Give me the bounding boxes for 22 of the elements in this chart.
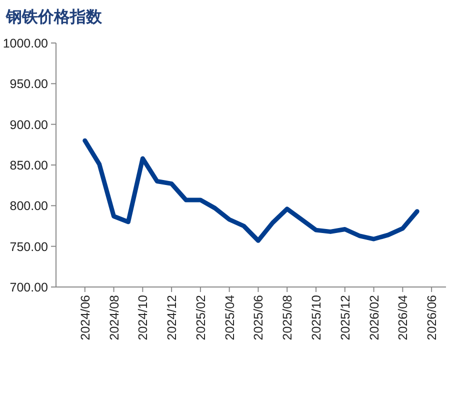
- y-tick-label: 1000.00: [2, 36, 48, 50]
- x-tick-label: 2024/10: [136, 294, 150, 340]
- x-tick-label: 2025/10: [310, 294, 324, 340]
- x-tick-label: 2026/06: [425, 294, 440, 340]
- y-tick-label: 900.00: [10, 118, 48, 132]
- chart-title: 钢铁价格指数: [5, 7, 103, 26]
- y-tick-label: 950.00: [10, 77, 48, 92]
- x-tick-label: 2025/12: [338, 294, 352, 340]
- x-tick-label: 2024/08: [107, 294, 122, 340]
- x-tick-label: 2026/02: [367, 294, 382, 340]
- x-tick-label: 2025/08: [280, 294, 295, 340]
- line-series: [82, 138, 420, 243]
- y-tick-label: 850.00: [10, 158, 48, 172]
- x-tick-label: 2025/04: [222, 294, 237, 340]
- x-tick-label: 2025/06: [252, 294, 266, 340]
- x-tick-label: 2025/02: [194, 294, 208, 340]
- y-tick-label: 750.00: [10, 240, 48, 254]
- x-tick-label: 2024/12: [165, 294, 180, 340]
- y-tick-label: 800.00: [10, 199, 48, 214]
- x-tick-label: 2026/04: [396, 294, 410, 340]
- x-tick-label: 2024/06: [78, 294, 92, 340]
- y-tick-label: 700.00: [10, 280, 48, 294]
